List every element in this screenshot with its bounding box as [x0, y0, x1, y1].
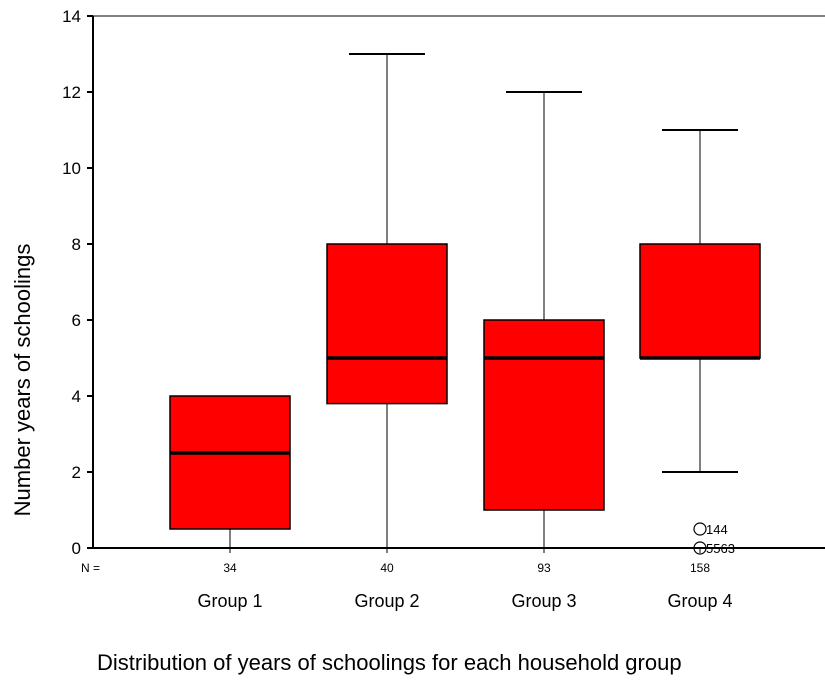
- outlier-label: 5563: [706, 541, 735, 556]
- boxes: [169, 53, 761, 555]
- box-iqr: [169, 395, 291, 530]
- y-tick-label: 10: [62, 159, 81, 178]
- box-iqr: [483, 319, 605, 511]
- n-count-label: 93: [537, 561, 551, 575]
- box-group: [639, 129, 761, 473]
- labels: N = 34 Group 1 40 Group 2 93 Group 3 158 Group 4…: [81, 522, 735, 611]
- y-tick-label: 0: [72, 539, 81, 558]
- n-count-label: 158: [690, 561, 710, 575]
- outlier-point: [693, 541, 707, 555]
- y-tick-label: 4: [72, 387, 81, 406]
- box-iqr: [326, 243, 448, 405]
- box-group: [483, 91, 605, 549]
- box-group: [169, 395, 291, 549]
- category-label: Group 2: [354, 591, 419, 611]
- box-group: [326, 53, 448, 549]
- category-label: Group 3: [511, 591, 576, 611]
- y-tick-label: 2: [72, 463, 81, 482]
- outlier-point: [693, 522, 707, 536]
- outlier-label: 144: [706, 522, 728, 537]
- n-prefix-label: N =: [81, 561, 100, 575]
- y-tick-label: 14: [62, 7, 81, 26]
- x-axis-label: Distribution of years of schoolings for …: [97, 650, 682, 675]
- n-count-label: 40: [380, 561, 394, 575]
- y-tick-label: 6: [72, 311, 81, 330]
- y-axis-label: Number years of schoolings: [10, 244, 35, 517]
- category-label: Group 1: [197, 591, 262, 611]
- category-label: Group 4: [667, 591, 732, 611]
- y-tick-label: 12: [62, 83, 81, 102]
- box-iqr: [639, 243, 761, 359]
- y-tick-label: 8: [72, 235, 81, 254]
- n-count-label: 34: [223, 561, 237, 575]
